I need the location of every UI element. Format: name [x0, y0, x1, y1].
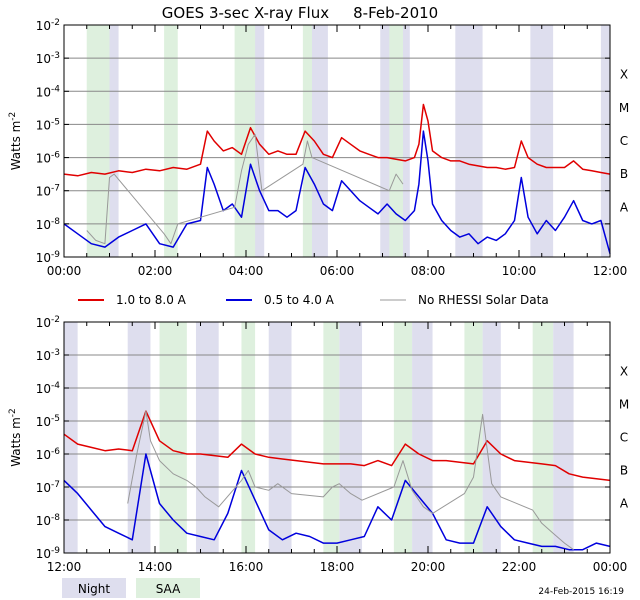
x-tick-label: 18:00: [320, 560, 355, 574]
timestamp: 24-Feb-2015 16:19: [538, 587, 624, 597]
saa-band: [159, 322, 187, 553]
x-tick-label: 12:00: [47, 560, 82, 574]
night-key-swatch: [62, 578, 126, 598]
x-tick-label: 08:00: [411, 264, 446, 278]
saa-band: [393, 322, 413, 553]
y-tick-label: 10-8: [36, 513, 61, 528]
saa-key-label: SAA: [156, 582, 181, 596]
class-label: X: [620, 68, 628, 82]
night-band: [600, 25, 610, 257]
no-rhessi-curve: [86, 133, 404, 245]
saa-band: [389, 25, 403, 257]
y-axis-label: Watts m-2: [8, 408, 23, 467]
x-tick-label: 12:00: [593, 264, 628, 278]
legend-label: No RHESSI Solar Data: [418, 293, 549, 307]
night-band: [127, 322, 151, 553]
night-band: [195, 322, 219, 553]
y-tick-label: 10-6: [36, 151, 61, 166]
y-axis-label-base: Watts m: [9, 417, 23, 467]
y-axis-label-exp: -2: [8, 112, 18, 121]
class-label: B: [620, 464, 628, 478]
saa-band: [532, 322, 554, 553]
night-band: [307, 25, 328, 257]
night-band: [268, 322, 292, 553]
y-axis-label-base: Watts m: [9, 121, 23, 171]
class-label: M: [619, 101, 629, 115]
saa-band: [241, 322, 256, 553]
class-label: C: [620, 134, 628, 148]
no-rhessi-curve: [127, 410, 574, 551]
x-tick-label: 04:00: [229, 264, 264, 278]
y-tick-label: 10-9: [36, 546, 61, 561]
class-label: A: [620, 497, 629, 511]
y-tick-label: 10-4: [36, 381, 61, 396]
x-tick-label: 20:00: [411, 560, 446, 574]
x-tick-label: 22:00: [502, 560, 537, 574]
long-channel-curve: [63, 103, 611, 177]
y-tick-label: 10-2: [36, 18, 60, 33]
chart-date: 8-Feb-2010: [353, 4, 438, 22]
x-tick-label: 06:00: [320, 264, 355, 278]
night-band: [482, 322, 501, 553]
top-flux-chart: GOES 3-sec X-ray Flux 8-Feb-2010 10-2 10-3…: [8, 4, 629, 278]
y-tick-label: 10-3: [36, 51, 60, 66]
x-tick-label: 10:00: [502, 264, 537, 278]
night-band: [455, 25, 483, 257]
saa-band: [464, 322, 483, 553]
bottom-flux-chart: 10-2 10-3 10-4 10-5 10-6 10-7 10-8 10-9 12:00 14…: [8, 315, 629, 574]
saa-band: [164, 25, 178, 257]
short-channel-curve: [63, 130, 611, 254]
class-label: A: [620, 200, 629, 214]
y-axis-label-exp: -2: [8, 408, 18, 417]
y-axis-label: Watts m-2: [8, 112, 23, 171]
y-tick-label: 10-7: [36, 480, 60, 495]
night-band: [109, 25, 119, 257]
saa-band: [86, 25, 110, 257]
band-key: Night SAA: [62, 578, 200, 598]
y-tick-label: 10-7: [36, 184, 60, 199]
night-band: [339, 322, 363, 553]
saa-key-swatch: [136, 578, 200, 598]
y-tick-label: 10-2: [36, 315, 60, 330]
class-label: C: [620, 431, 628, 445]
class-label: B: [620, 167, 628, 181]
night-band: [553, 322, 574, 553]
y-tick-label: 10-9: [36, 250, 61, 265]
y-tick-label: 10-8: [36, 217, 61, 232]
legend-label: 1.0 to 8.0 A: [116, 293, 187, 307]
chart-title-text: GOES 3-sec X-ray Flux: [162, 4, 329, 22]
x-tick-label: 00:00: [593, 560, 628, 574]
y-tick-label: 10-4: [36, 84, 61, 99]
y-tick-label: 10-3: [36, 348, 60, 363]
y-tick-label: 10-5: [36, 117, 60, 132]
saa-band: [234, 25, 256, 257]
long-channel-curve: [63, 410, 611, 482]
legend: 1.0 to 8.0 A 0.5 to 4.0 A No RHESSI Solar …: [78, 293, 549, 307]
saa-band: [323, 322, 340, 553]
x-tick-label: 16:00: [229, 560, 264, 574]
x-tick-label: 02:00: [138, 264, 173, 278]
plot-frame: [63, 24, 611, 258]
x-tick-label: 00:00: [47, 264, 82, 278]
x-tick-label: 14:00: [138, 560, 173, 574]
chart-title: GOES 3-sec X-ray Flux 8-Feb-2010: [162, 4, 438, 22]
night-band: [64, 322, 78, 553]
y-tick-label: 10-6: [36, 447, 61, 462]
y-tick-label: 10-5: [36, 414, 60, 429]
short-channel-curve: [63, 453, 611, 551]
class-label: M: [619, 398, 629, 412]
legend-label: 0.5 to 4.0 A: [264, 293, 335, 307]
night-key-label: Night: [78, 582, 111, 596]
night-band: [412, 322, 433, 553]
class-label: X: [620, 365, 628, 379]
night-band: [530, 25, 554, 257]
